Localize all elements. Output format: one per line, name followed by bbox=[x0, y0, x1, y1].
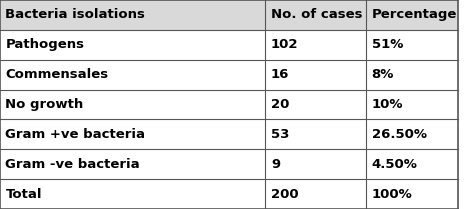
Text: 53: 53 bbox=[271, 128, 289, 141]
Text: 100%: 100% bbox=[372, 187, 412, 201]
Text: 4.50%: 4.50% bbox=[372, 158, 418, 171]
Text: Commensales: Commensales bbox=[6, 68, 109, 81]
Text: Pathogens: Pathogens bbox=[6, 38, 84, 51]
Text: Gram -ve bacteria: Gram -ve bacteria bbox=[6, 158, 140, 171]
Text: Gram +ve bacteria: Gram +ve bacteria bbox=[6, 128, 146, 141]
Text: No. of cases: No. of cases bbox=[271, 8, 363, 22]
Text: Percentage: Percentage bbox=[372, 8, 457, 22]
Text: 26.50%: 26.50% bbox=[372, 128, 427, 141]
Text: Total: Total bbox=[6, 187, 42, 201]
Text: 102: 102 bbox=[271, 38, 299, 51]
Text: 200: 200 bbox=[271, 187, 299, 201]
Text: No growth: No growth bbox=[6, 98, 84, 111]
Text: 16: 16 bbox=[271, 68, 289, 81]
Text: 8%: 8% bbox=[372, 68, 394, 81]
Text: Bacteria isolations: Bacteria isolations bbox=[6, 8, 146, 22]
Text: 20: 20 bbox=[271, 98, 289, 111]
Bar bbox=[0, 0, 458, 30]
Text: 10%: 10% bbox=[372, 98, 403, 111]
Text: 9: 9 bbox=[271, 158, 280, 171]
Text: 51%: 51% bbox=[372, 38, 403, 51]
